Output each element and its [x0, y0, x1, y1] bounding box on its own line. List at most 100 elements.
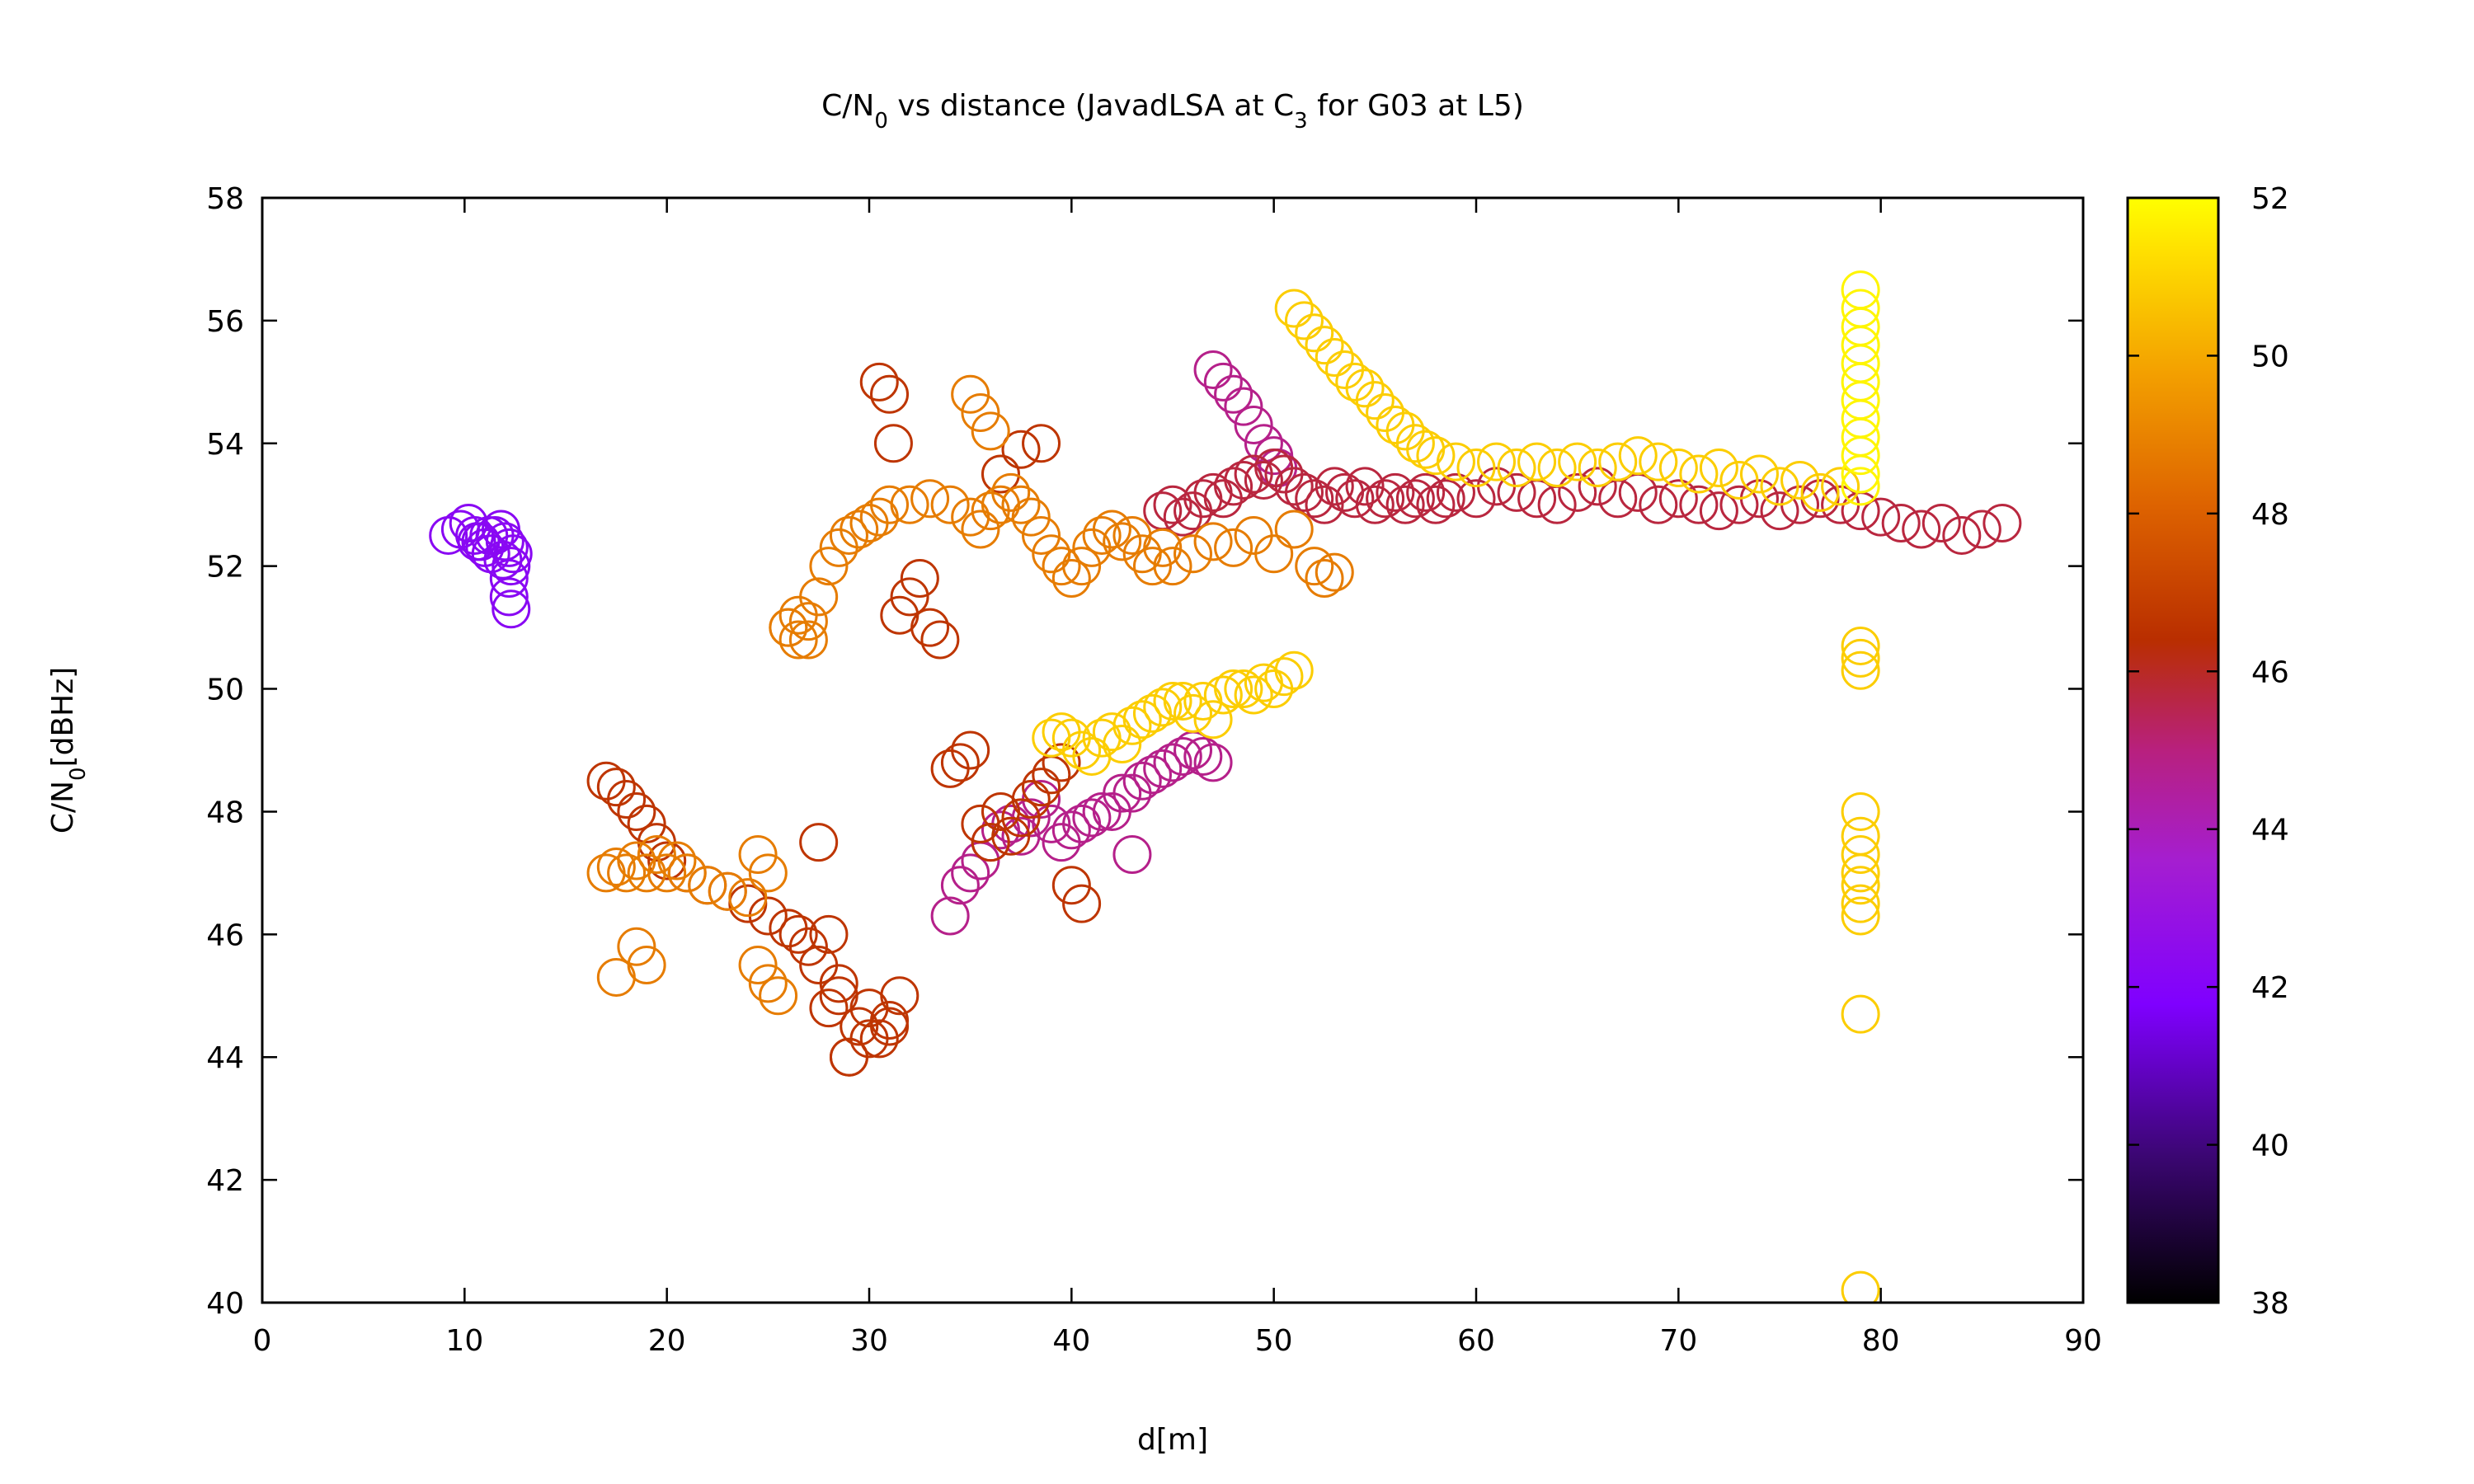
- data-point: [1193, 700, 1233, 740]
- data-point: [829, 515, 868, 555]
- data-point: [596, 847, 636, 886]
- data-point: [1112, 706, 1152, 745]
- data-point: [1001, 485, 1041, 524]
- data-point: [1224, 387, 1263, 426]
- data-point: [873, 424, 913, 463]
- data-point: [1497, 472, 1536, 512]
- data-point: [1153, 681, 1192, 721]
- data-point: [1366, 393, 1405, 433]
- data-point: [788, 602, 828, 641]
- data-point: [778, 914, 818, 954]
- data-point: [1881, 504, 1921, 543]
- data-point: [870, 1001, 910, 1040]
- data-point: [607, 780, 647, 819]
- data-point: [1537, 448, 1577, 488]
- data-point: [728, 878, 768, 918]
- data-point: [971, 411, 1010, 451]
- axis-ticks: 0 10 20 30 40 50 60 70 80 90 40 42 44 46 48 50 52 54 56 58: [206, 182, 2102, 1358]
- data-point: [1062, 547, 1102, 586]
- data-point: [688, 866, 727, 905]
- data-point: [1841, 650, 1880, 690]
- data-point: [1274, 289, 1314, 328]
- data-point: [492, 547, 531, 586]
- data-point: [920, 620, 960, 660]
- data-point: [1122, 761, 1162, 801]
- data-point: [1174, 693, 1213, 733]
- data-point: [859, 362, 899, 402]
- data-point: [1517, 442, 1557, 481]
- data-point: [1274, 510, 1314, 549]
- data-point: [1962, 510, 2001, 549]
- data-point: [1072, 798, 1112, 838]
- data-point: [1214, 374, 1253, 414]
- x-tick-label: 70: [1659, 1324, 1697, 1358]
- data-point: [1203, 479, 1243, 519]
- data-point: [1153, 547, 1192, 586]
- data-point: [1153, 485, 1192, 524]
- data-point: [1051, 559, 1091, 599]
- data-point: [1416, 436, 1456, 476]
- data-point: [1982, 504, 2022, 543]
- data-point: [1841, 626, 1880, 665]
- data-point: [1295, 479, 1334, 519]
- data-point: [799, 823, 839, 862]
- data-point: [457, 522, 496, 561]
- data-point: [657, 841, 697, 881]
- data-point: [1395, 424, 1435, 463]
- data-point: [840, 510, 879, 549]
- data-point: [940, 743, 980, 782]
- colorbar: [2128, 198, 2218, 1303]
- data-point: [1132, 755, 1172, 795]
- data-point: [1942, 515, 1982, 555]
- data-point: [1254, 534, 1294, 574]
- x-tick-label: 40: [1052, 1324, 1090, 1358]
- data-point: [1821, 467, 1860, 506]
- data-point: [1295, 313, 1334, 353]
- y-tick-label: 44: [206, 1041, 244, 1075]
- colorbar-tick-label: 46: [2251, 655, 2289, 689]
- data-point: [1800, 472, 1840, 512]
- data-point: [1153, 743, 1192, 782]
- data-point: [1051, 866, 1091, 905]
- data-point: [1902, 510, 1941, 549]
- data-point: [748, 853, 788, 893]
- data-point: [1112, 773, 1152, 813]
- data-point: [1739, 454, 1779, 494]
- data-point: [1132, 547, 1172, 586]
- y-tick-label: 40: [206, 1287, 244, 1321]
- data-point: [1376, 472, 1415, 512]
- y-tick-label: 48: [206, 796, 244, 829]
- data-point: [1679, 454, 1719, 494]
- data-point: [778, 620, 818, 660]
- data-point: [829, 1037, 868, 1077]
- data-point: [617, 791, 656, 831]
- data-point: [1841, 791, 1880, 831]
- data-point: [930, 485, 970, 524]
- data-point: [1335, 479, 1375, 519]
- data-point: [1558, 472, 1597, 512]
- data-point: [890, 577, 929, 617]
- colorbar-ticks: 38 40 42 44 46 48 50 52: [2128, 182, 2289, 1321]
- data-point: [1679, 485, 1719, 524]
- data-point: [1841, 853, 1880, 893]
- data-point: [1658, 479, 1698, 519]
- data-point: [1032, 804, 1071, 843]
- data-point: [1011, 780, 1051, 819]
- data-point: [1658, 448, 1698, 488]
- data-point: [627, 804, 666, 843]
- data-point: [1639, 442, 1678, 481]
- data-point: [667, 853, 707, 893]
- data-point: [1841, 896, 1880, 936]
- data-point: [961, 393, 1000, 433]
- data-point: [1062, 884, 1102, 923]
- data-point: [493, 534, 533, 574]
- data-point: [1456, 448, 1496, 488]
- data-point: [1203, 362, 1243, 402]
- colorbar-tick-label: 38: [2251, 1287, 2289, 1321]
- data-point: [483, 540, 523, 580]
- data-point: [1032, 755, 1071, 795]
- data-point: [961, 510, 1000, 549]
- y-tick-label: 42: [206, 1164, 244, 1198]
- data-point: [951, 853, 990, 893]
